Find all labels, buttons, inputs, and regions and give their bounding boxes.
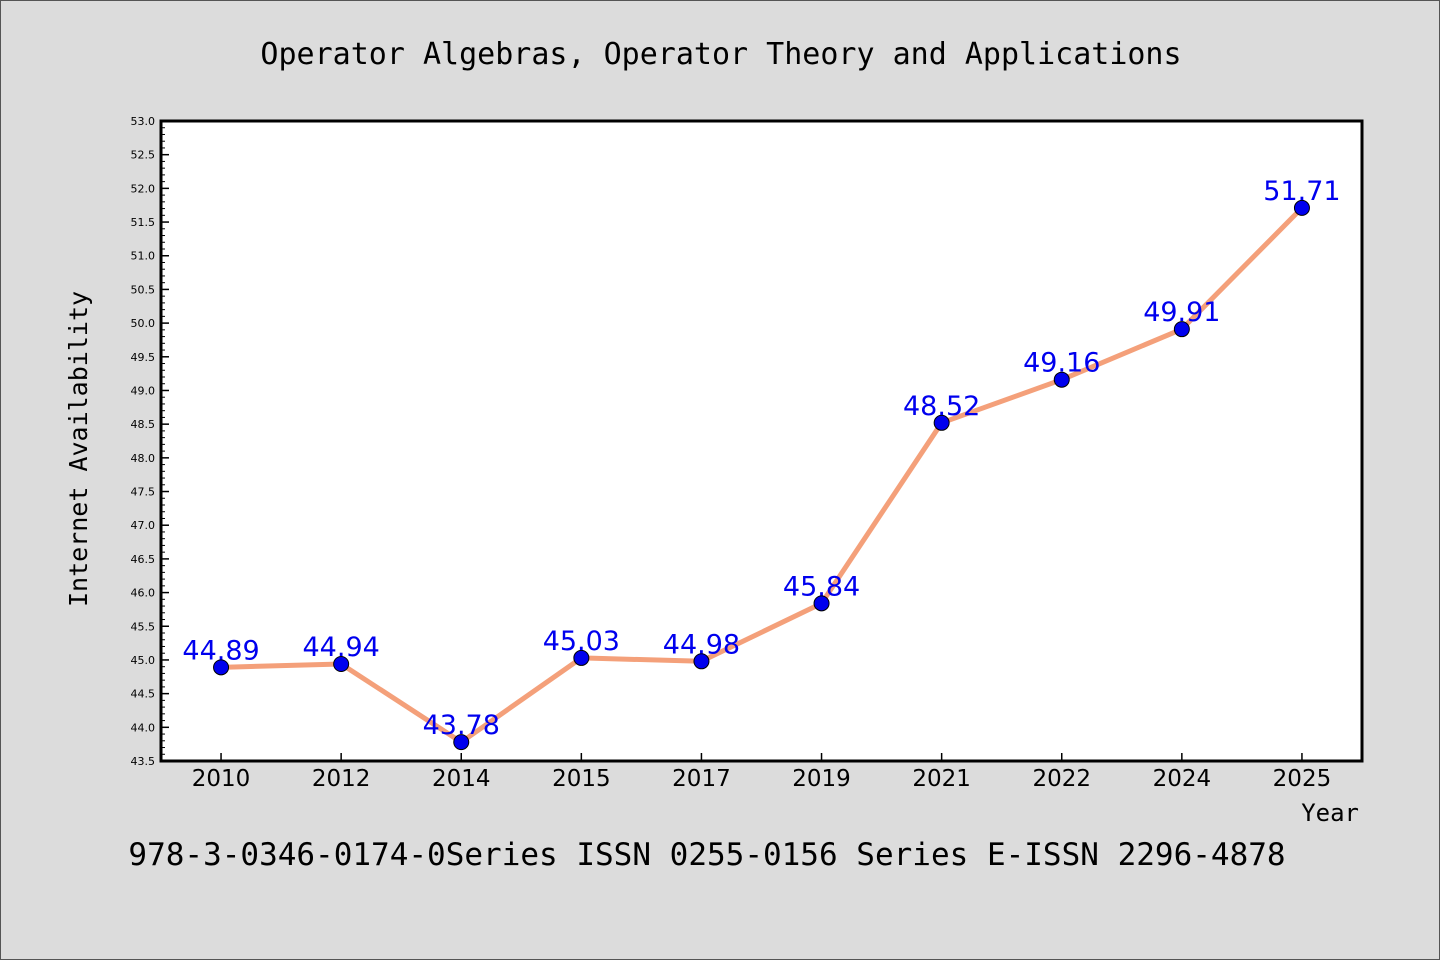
series-group: 44.89 44.94 43.78 45.03 44.98 45.84 48.52 49.16…: [182, 176, 1341, 751]
y-tick-label: 49.5: [131, 351, 156, 364]
chart-title: Operator Algebras, Operator Theory and A…: [260, 37, 1181, 72]
data-point: [333, 655, 350, 672]
data-label: 45.03: [543, 626, 620, 657]
y-tick-label: 48.5: [131, 418, 156, 431]
x-tick-label: 2014: [432, 766, 491, 792]
x-tick-label: 2012: [312, 766, 371, 792]
data-point: [1293, 199, 1310, 216]
y-tick-label: 47.5: [131, 486, 156, 499]
data-point: [813, 595, 830, 612]
x-tick-label: 2010: [192, 766, 251, 792]
series-line: [218, 205, 1305, 745]
data-label: 44.98: [663, 629, 740, 660]
data-label: 44.89: [182, 635, 259, 666]
data-label: 49.16: [1023, 348, 1100, 379]
y-tick-label: 48.0: [131, 452, 156, 465]
y-tick-label: 51.0: [131, 250, 156, 263]
x-tick-label: 2022: [1032, 766, 1091, 792]
x-tick-label: 2015: [552, 766, 611, 792]
x-tick-label: 2024: [1153, 766, 1212, 792]
y-tick-label: 45.5: [131, 620, 156, 633]
x-tick-label: 2017: [672, 766, 731, 792]
y-tick-label: 53.0: [131, 115, 156, 128]
y-tick-label: 44.0: [131, 721, 156, 734]
y-tick-label: 50.0: [131, 317, 156, 330]
y-axis-label: Internet Availability: [64, 291, 93, 607]
x-axis-label: Year: [1301, 799, 1359, 827]
y-tick-label: 51.5: [131, 216, 156, 229]
chart-subtitle: 978-3-0346-0174-0Series ISSN 0255-0156 S…: [128, 837, 1285, 873]
y-tick-label: 52.0: [131, 182, 156, 195]
y-tick-label: 43.5: [131, 755, 156, 768]
data-point: [453, 734, 470, 751]
y-tick-label: 50.5: [131, 283, 156, 296]
y-tick-label: 52.5: [131, 149, 156, 162]
x-tick-label: 2019: [792, 766, 851, 792]
data-label: 45.84: [783, 571, 860, 602]
y-tick-label: 45.0: [131, 654, 156, 667]
data-point: [213, 659, 230, 676]
data-point: [1173, 321, 1190, 338]
x-tick-label: 2021: [912, 766, 971, 792]
data-label: 49.91: [1143, 297, 1220, 328]
data-label: 43.78: [423, 710, 500, 741]
plot-area: [159, 119, 1364, 763]
x-axis: 2010 2012 2014 2015 2017 2019 2021 2022 2024 2025: [192, 753, 1331, 792]
data-label: 44.94: [303, 632, 380, 663]
data-point: [573, 649, 590, 666]
y-axis: 43.5 44.0 44.5 45.0 45.5 46.0 46.5 47.0 47.5 48.0…: [131, 115, 169, 768]
y-tick-label: 44.5: [131, 688, 156, 701]
data-point: [933, 414, 950, 431]
y-tick-label: 47.0: [131, 519, 156, 532]
y-tick-label: 46.0: [131, 587, 156, 600]
data-label: 48.52: [903, 391, 980, 422]
y-tick-label: 49.0: [131, 384, 156, 397]
data-label: 51.71: [1263, 176, 1340, 207]
x-tick-label: 2025: [1273, 766, 1332, 792]
y-tick-label: 46.5: [131, 553, 156, 566]
data-point: [693, 653, 710, 670]
data-point: [1053, 371, 1070, 388]
